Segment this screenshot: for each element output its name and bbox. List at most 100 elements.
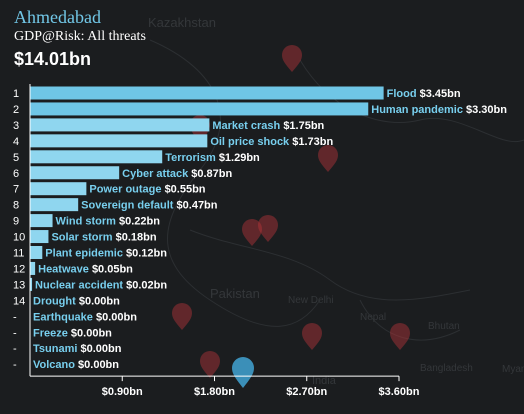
rank-label: 1 [13, 88, 19, 100]
bar-label: Human pandemic $3.30bn [371, 104, 507, 116]
x-tick-label: $3.60bn [379, 386, 420, 398]
rank-label: 2 [13, 104, 19, 116]
rank-label: 8 [13, 200, 19, 212]
map-label: Nepal [360, 312, 386, 323]
bar[interactable] [30, 214, 53, 228]
bar-label: Flood $3.45bn [387, 88, 461, 100]
bar[interactable] [30, 150, 163, 164]
map-pin-icon[interactable] [258, 215, 278, 242]
map-label: Kazakhstan [148, 15, 216, 30]
threat-value: $0.02bn [126, 279, 167, 291]
x-tick-label: $1.80bn [194, 386, 235, 398]
selected-city-pin-icon[interactable] [232, 357, 254, 388]
bar[interactable] [30, 118, 210, 132]
threat-value: $0.05bn [92, 263, 133, 275]
threat-name: Drought [33, 295, 79, 307]
bar-label: Oil price shock $1.73bn [210, 136, 333, 148]
map-pin-icon[interactable] [318, 144, 339, 172]
map-pin-icon[interactable] [390, 323, 410, 350]
threat-value: $0.22bn [119, 216, 160, 228]
x-tick-label: $2.70bn [286, 386, 327, 398]
threat-name: Oil price shock [210, 136, 292, 148]
threat-name: Volcano [33, 359, 78, 371]
bar-label: Wind storm $0.22bn [56, 216, 161, 228]
map-pin-icon[interactable] [282, 45, 302, 72]
threat-name: Plant epidemic [45, 248, 126, 260]
bar-label: Drought $0.00bn [33, 295, 120, 307]
rank-label: - [13, 343, 17, 355]
bar[interactable] [30, 134, 208, 148]
threat-name: Power outage [89, 184, 164, 196]
threat-name: Tsunami [33, 343, 80, 355]
threat-value: $0.87bn [191, 168, 232, 180]
chart-subtitle: GDP@Risk: All threats [14, 29, 146, 44]
bar-label: Cyber attack $0.87bn [122, 168, 232, 180]
bar[interactable] [30, 182, 87, 196]
rank-label: 7 [13, 184, 19, 196]
rank-label: 9 [13, 216, 19, 228]
map-pin-icon[interactable] [200, 351, 220, 378]
threat-value: $0.00bn [80, 343, 121, 355]
threat-value: $0.00bn [96, 311, 137, 323]
threat-value: $0.00bn [78, 359, 119, 371]
bar[interactable] [30, 198, 79, 212]
bar-label: Plant epidemic $0.12bn [45, 248, 167, 260]
threat-value: $3.45bn [420, 88, 461, 100]
bar-label: Heatwave $0.05bn [38, 263, 133, 275]
bar-label: Solar storm $0.18bn [51, 232, 156, 244]
bar[interactable] [30, 230, 49, 244]
bar-label: Freeze $0.00bn [33, 327, 112, 339]
rank-label: - [13, 359, 17, 371]
threat-value: $1.29bn [219, 152, 260, 164]
bar-label: Earthquake $0.00bn [33, 311, 137, 323]
rank-label: 14 [13, 295, 25, 307]
threat-name: Market crash [212, 120, 283, 132]
threat-value: $0.12bn [126, 248, 167, 260]
bar[interactable] [30, 102, 369, 116]
rank-label: 11 [13, 248, 24, 260]
bar-label: Market crash $1.75bn [212, 120, 324, 132]
rank-label: 5 [13, 152, 19, 164]
threat-name: Wind storm [56, 216, 119, 228]
threat-name: Flood [387, 88, 420, 100]
threat-value: $0.47bn [177, 200, 218, 212]
rank-label: - [13, 311, 17, 323]
threat-value: $1.73bn [292, 136, 333, 148]
bar-label: Nuclear accident $0.02bn [35, 279, 167, 291]
threat-value: $0.00bn [79, 295, 120, 307]
map-label: New Delhi [288, 295, 334, 306]
bar-label: Power outage $0.55bn [89, 184, 205, 196]
map-label: Myan [502, 364, 524, 375]
bar[interactable] [30, 246, 43, 259]
threat-name: Nuclear accident [35, 279, 126, 291]
threat-name: Solar storm [51, 232, 115, 244]
rank-label: 13 [13, 279, 25, 291]
bar-label: Sovereign default $0.47bn [81, 200, 218, 212]
bar-label: Tsunami $0.00bn [33, 343, 122, 355]
rank-label: 12 [13, 263, 25, 275]
bar[interactable] [30, 166, 120, 180]
map-pin-icon[interactable] [172, 303, 192, 330]
threat-value: $1.75bn [283, 120, 324, 132]
threat-value: $0.18bn [116, 232, 157, 244]
map-label: Pakistan [210, 286, 260, 301]
threat-name: Cyber attack [122, 168, 191, 180]
map-pin-icon[interactable] [242, 219, 262, 246]
map-pin-icon[interactable] [302, 323, 322, 350]
bar-label: Terrorism $1.29bn [165, 152, 260, 164]
rank-label: 10 [13, 232, 25, 244]
threat-name: Terrorism [165, 152, 219, 164]
city-name: Ahmedabad [14, 7, 101, 27]
threat-name: Human pandemic [371, 104, 466, 116]
bar[interactable] [30, 261, 36, 275]
map-label: Bangladesh [420, 363, 473, 374]
bar[interactable] [30, 277, 33, 291]
map-label: India [312, 375, 337, 387]
threat-name: Heatwave [38, 263, 92, 275]
threat-value: $3.30bn [466, 104, 507, 116]
map-label: Bhutan [428, 321, 460, 332]
rank-label: 6 [13, 168, 19, 180]
threat-name: Earthquake [33, 311, 96, 323]
bar[interactable] [30, 86, 384, 100]
